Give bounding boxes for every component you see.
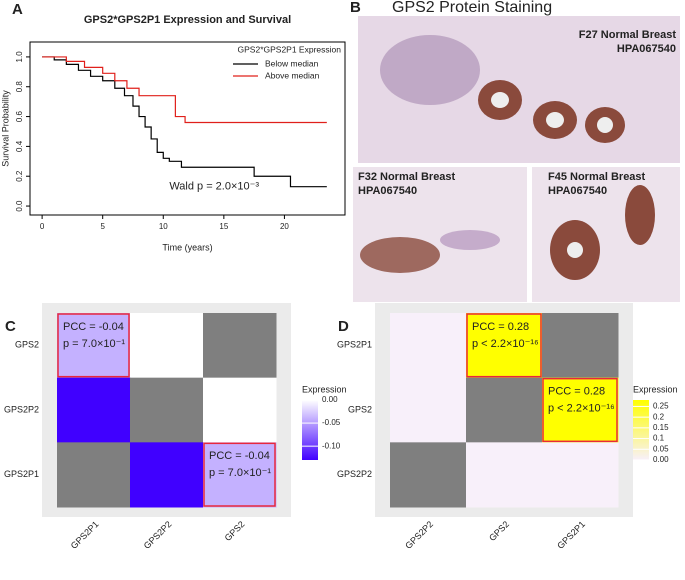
heat-cell xyxy=(542,377,619,443)
colorbar-label: -0.10 xyxy=(322,441,341,450)
heat-cell xyxy=(390,442,467,508)
x-tick-label: 15 xyxy=(219,222,228,231)
cell-annotation: PCC = -0.04 xyxy=(209,450,270,462)
y-tick-label: 0.2 xyxy=(15,170,24,182)
heat-cell xyxy=(130,377,204,443)
x-tick-label: GPS2P2 xyxy=(142,519,174,551)
highlight-box xyxy=(57,313,130,378)
cell-annotation: p = 7.0×10⁻¹ xyxy=(209,467,271,479)
legend-title: GPS2*GPS2P1 Expression xyxy=(238,44,342,54)
heat-cell xyxy=(466,377,543,443)
y-tick-label: 0.8 xyxy=(15,81,24,93)
heat-cell xyxy=(130,313,204,379)
x-tick-label: 0 xyxy=(40,222,45,231)
x-axis-label: Time (years) xyxy=(162,242,212,252)
cell-annotation: PCC = 0.28 xyxy=(472,321,529,333)
survival-line xyxy=(42,56,327,188)
staining-title: GPS2 Protein Staining xyxy=(392,0,552,16)
colorbar-label: 0.00 xyxy=(322,395,338,404)
cell-annotation: p < 2.2×10⁻¹⁶ xyxy=(548,403,615,415)
y-tick-label: GPS2P1 xyxy=(4,469,39,479)
histology-image xyxy=(532,167,680,302)
colorbar-label: 0.2 xyxy=(653,412,665,421)
heat-cell xyxy=(203,442,277,508)
image-caption: HPA067540 xyxy=(617,43,676,55)
heat-cell xyxy=(542,313,619,379)
y-tick-label: 1.0 xyxy=(15,51,24,63)
heat-cell xyxy=(203,313,277,379)
image-caption: F45 Normal Breast xyxy=(548,171,646,183)
image-caption: F32 Normal Breast xyxy=(358,171,456,183)
colorbar xyxy=(302,400,318,460)
x-tick-label: GPS2P1 xyxy=(555,519,587,551)
y-tick-label: GPS2P2 xyxy=(337,469,372,479)
colorbar-label: 0.15 xyxy=(653,423,669,432)
colorbar-label: 0.05 xyxy=(653,444,669,453)
heat-cell xyxy=(57,313,131,379)
highlight-box xyxy=(542,377,618,443)
image-caption: HPA067540 xyxy=(358,185,417,197)
y-axis-label: Survival Probability xyxy=(0,90,10,167)
heat-cell xyxy=(57,442,131,508)
colorbar-label: 0.00 xyxy=(653,455,669,464)
heat-cell xyxy=(466,313,543,379)
cell-annotation: PCC = 0.28 xyxy=(548,386,605,398)
y-tick-label: GPS2P1 xyxy=(337,340,372,350)
colorbar-label: 0.1 xyxy=(653,434,665,443)
legend-label: Above median xyxy=(265,70,320,80)
x-tick-label: GPS2 xyxy=(487,519,511,543)
y-tick-label: GPS2P2 xyxy=(4,404,39,414)
histology-image xyxy=(353,167,527,302)
x-tick-label: GPS2P1 xyxy=(69,519,101,551)
x-tick-label: 10 xyxy=(159,222,168,231)
x-tick-label: GPS2 xyxy=(223,519,247,543)
histology-image xyxy=(358,16,680,163)
y-tick-label: 0.0 xyxy=(15,200,24,212)
panel-label: A xyxy=(12,1,23,18)
heat-cell xyxy=(203,377,277,443)
legend-label: Below median xyxy=(265,58,319,68)
survival-line xyxy=(42,56,327,124)
x-tick-label: GPS2P2 xyxy=(403,519,435,551)
heat-cell xyxy=(542,442,619,508)
colorbar xyxy=(633,400,649,460)
y-tick-label: GPS2 xyxy=(348,404,372,414)
colorbar-label: 0.25 xyxy=(653,402,669,411)
x-tick-label: 20 xyxy=(280,222,289,231)
y-tick-label: 0.6 xyxy=(15,110,24,122)
panel-label: D xyxy=(338,318,349,335)
y-tick-label: GPS2 xyxy=(15,340,39,350)
cell-annotation: PCC = -0.04 xyxy=(63,321,124,333)
highlight-box xyxy=(466,313,542,378)
y-tick-label: 0.4 xyxy=(15,140,24,152)
heat-cell xyxy=(57,377,131,443)
image-caption: F27 Normal Breast xyxy=(579,29,677,41)
panel-label: B xyxy=(350,0,361,16)
highlight-box xyxy=(203,442,276,507)
plot-frame xyxy=(29,41,346,216)
heat-cell xyxy=(466,442,543,508)
x-tick-label: 5 xyxy=(100,222,105,231)
heat-cell xyxy=(390,313,467,379)
chart-title: GPS2*GPS2P1 Expression and Survival xyxy=(84,14,291,26)
cell-annotation: p = 7.0×10⁻¹ xyxy=(63,338,125,350)
legend-title: Expression xyxy=(302,384,347,394)
legend-title: Expression xyxy=(633,384,678,394)
image-caption: HPA067540 xyxy=(548,185,607,197)
heat-cell xyxy=(130,442,204,508)
panel-label: C xyxy=(5,318,16,335)
heat-cell xyxy=(390,377,467,443)
cell-annotation: p < 2.2×10⁻¹⁶ xyxy=(472,338,539,350)
colorbar-label: -0.05 xyxy=(322,418,341,427)
annotation: Wald p = 2.0×10⁻³ xyxy=(169,181,259,193)
